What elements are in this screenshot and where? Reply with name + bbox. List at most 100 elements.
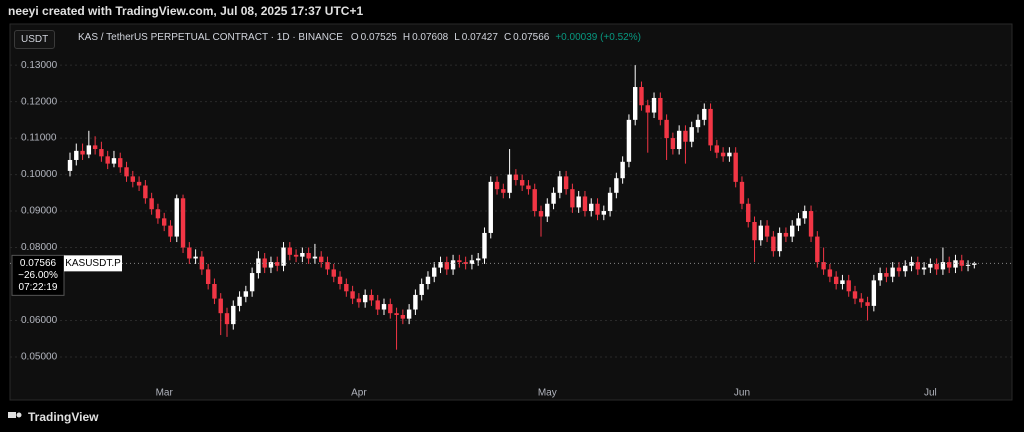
candle-body	[909, 262, 914, 266]
candle-body	[224, 313, 230, 325]
candle-body	[187, 247, 192, 259]
y-tick-label: 0.10000	[21, 169, 58, 180]
candle-body	[519, 180, 525, 186]
candle-body	[413, 294, 418, 310]
candle-body	[915, 262, 920, 270]
candle-body	[199, 256, 205, 270]
legend: KAS / TetherUS PERPETUAL CONTRACT · 1D ·…	[78, 32, 641, 43]
candle-body	[934, 263, 939, 270]
candle-body	[884, 273, 889, 277]
candle-body	[249, 273, 255, 292]
candle-body	[746, 203, 751, 222]
candle-body	[733, 152, 738, 182]
price-tag-box	[11, 254, 65, 296]
candle-body	[124, 167, 129, 177]
x-tick-label: Jun	[734, 388, 750, 399]
candle-body	[877, 273, 883, 281]
candle-body	[356, 298, 362, 303]
candle-body	[362, 294, 368, 303]
candle-body	[205, 269, 211, 284]
candle-body	[683, 130, 688, 142]
candle-body	[840, 280, 845, 284]
candle-body	[275, 262, 280, 266]
candle-body	[890, 267, 895, 277]
candle-body	[193, 256, 198, 259]
candle-body	[394, 313, 399, 316]
candle-body	[350, 291, 355, 299]
attribution: neeyi created with TradingView.com, Jul …	[8, 4, 364, 18]
price-tag-change: −26.00%	[18, 270, 58, 281]
candle-body	[86, 145, 92, 155]
tv-logo	[8, 412, 22, 418]
candle-body	[783, 232, 789, 237]
candle-body	[381, 304, 387, 310]
candle-body	[469, 260, 475, 264]
y-tick-label: 0.08000	[21, 242, 58, 253]
candle-body	[589, 203, 594, 212]
low-value: 0.07427	[461, 32, 498, 43]
candle-body	[614, 178, 619, 193]
candle-body	[790, 225, 795, 237]
candle-body	[702, 108, 707, 120]
candle-body	[896, 267, 902, 272]
candle-body	[903, 265, 908, 272]
candle-body	[501, 189, 506, 193]
candle-body	[921, 267, 927, 270]
symbol-tag-box	[64, 255, 122, 272]
candle-body	[118, 158, 123, 168]
footer-brand: TradingView	[28, 410, 99, 424]
price-tag-value: 0.07566	[20, 258, 57, 269]
candle-body	[488, 181, 493, 233]
candle-body	[319, 256, 324, 263]
candle-body	[928, 263, 933, 268]
y-tick-label: 0.11000	[21, 133, 57, 144]
candle-body	[664, 119, 669, 139]
candle-body	[444, 262, 449, 270]
change-label: +0.00039 (+0.52%)	[555, 32, 641, 43]
candle-body	[130, 176, 135, 182]
candle-body	[953, 260, 958, 268]
candle-body	[827, 269, 833, 277]
currency-button[interactable]: USDT	[14, 30, 56, 49]
candle-body	[450, 260, 456, 270]
candle-body	[846, 280, 851, 292]
candle-body	[218, 298, 223, 314]
y-tick-label: 0.05000	[21, 352, 58, 363]
candle-body	[821, 262, 826, 270]
candle-body	[758, 225, 763, 241]
candle-body	[670, 138, 676, 150]
candle-body	[676, 130, 682, 150]
ohlc-letter: H	[402, 32, 411, 43]
candle-body	[344, 284, 349, 292]
candle-body	[99, 149, 104, 157]
candle-body	[237, 296, 242, 306]
candle-body	[607, 192, 613, 212]
candle-body	[331, 269, 336, 277]
candle-body	[463, 262, 468, 264]
candle-body	[80, 150, 85, 155]
close-value: 0.07566	[513, 32, 550, 43]
candle-body	[300, 252, 305, 257]
candle-body	[972, 263, 977, 265]
x-tick-label: Mar	[156, 388, 174, 399]
candle-body	[419, 284, 424, 295]
candle-body	[582, 196, 588, 212]
candle-body	[168, 225, 173, 237]
price-tag-countdown: 07:22:19	[19, 282, 58, 293]
candle-body	[136, 181, 142, 186]
candle-body	[595, 203, 600, 215]
candle-body	[563, 176, 569, 190]
candle-body	[243, 291, 249, 297]
candle-body	[457, 260, 462, 263]
candle-body	[306, 252, 311, 259]
candle-body	[545, 203, 550, 217]
candle-body	[777, 232, 782, 252]
candle-body	[940, 262, 946, 270]
chart-pane	[9, 23, 1013, 401]
candle-body	[947, 262, 952, 268]
y-tick-label: 0.06000	[21, 315, 58, 326]
candle-body	[180, 198, 186, 248]
candle-body	[551, 192, 556, 204]
